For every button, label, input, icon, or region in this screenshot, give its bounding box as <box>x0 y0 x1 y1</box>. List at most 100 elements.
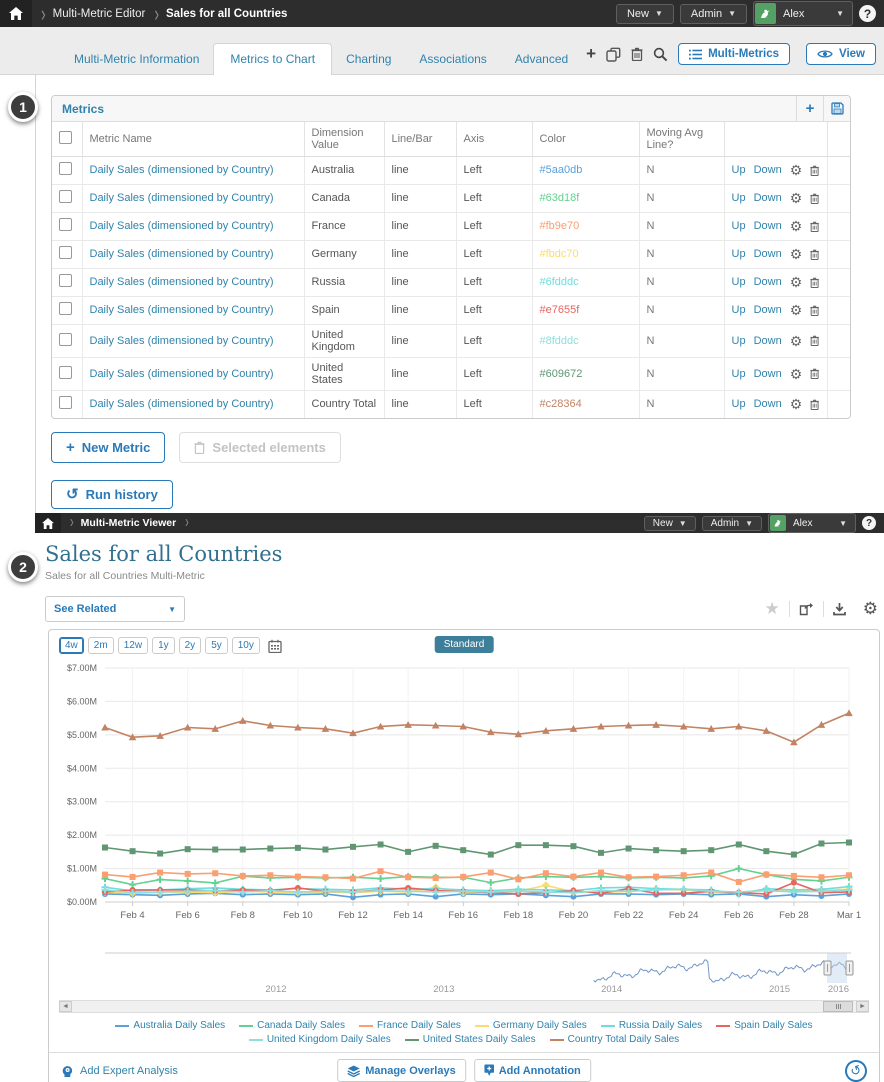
manage-overlays-button[interactable]: Manage Overlays <box>337 1059 466 1082</box>
row-checkbox[interactable] <box>59 333 72 346</box>
range-button-4w[interactable]: 4w <box>59 637 84 654</box>
metric-name-link[interactable]: Daily Sales (dimensioned by Country) <box>90 248 274 260</box>
move-up-link[interactable]: Up <box>732 248 746 260</box>
user-menu-button[interactable]: Alex ▼ <box>768 513 856 533</box>
selected-elements-button[interactable]: Selected elements <box>179 432 340 463</box>
help-icon[interactable]: ? <box>862 516 876 530</box>
move-up-link[interactable]: Up <box>732 304 746 316</box>
row-checkbox[interactable] <box>59 366 72 379</box>
share-icon[interactable] <box>799 602 814 616</box>
run-history-button[interactable]: ↺Run history <box>51 480 173 509</box>
search-icon[interactable] <box>653 47 668 62</box>
move-up-link[interactable]: Up <box>732 335 746 347</box>
trash-icon[interactable] <box>810 398 819 411</box>
gear-icon[interactable]: ⚙ <box>790 303 803 317</box>
new-menu-button[interactable]: New▼ <box>644 516 696 531</box>
legend-item[interactable]: Australia Daily Sales <box>115 1020 225 1031</box>
favorite-star-icon[interactable]: ★ <box>765 599 780 619</box>
metric-name-link[interactable]: Daily Sales (dimensioned by Country) <box>90 304 274 316</box>
home-icon[interactable] <box>35 513 61 533</box>
gear-icon[interactable]: ⚙ <box>790 334 803 348</box>
move-down-link[interactable]: Down <box>754 220 782 232</box>
scrollbar-thumb[interactable] <box>823 1001 853 1012</box>
download-icon[interactable] <box>833 602 846 616</box>
metric-name-link[interactable]: Daily Sales (dimensioned by Country) <box>90 398 274 410</box>
move-down-link[interactable]: Down <box>754 335 782 347</box>
metric-name-link[interactable]: Daily Sales (dimensioned by Country) <box>90 192 274 204</box>
legend-item[interactable]: Spain Daily Sales <box>716 1020 812 1031</box>
gear-icon[interactable]: ⚙ <box>790 275 803 289</box>
metric-name-link[interactable]: Daily Sales (dimensioned by Country) <box>90 220 274 232</box>
gear-icon[interactable]: ⚙ <box>790 191 803 205</box>
gear-icon[interactable]: ⚙ <box>790 367 803 381</box>
range-button-12w[interactable]: 12w <box>118 637 148 654</box>
tab-charting[interactable]: Charting <box>332 45 405 73</box>
move-down-link[interactable]: Down <box>754 368 782 380</box>
save-icon[interactable] <box>823 96 850 121</box>
range-button-2m[interactable]: 2m <box>88 637 114 654</box>
move-down-link[interactable]: Down <box>754 276 782 288</box>
user-menu-button[interactable]: Alex ▼ <box>753 1 853 26</box>
view-button[interactable]: View <box>806 43 876 65</box>
trash-icon[interactable] <box>810 276 819 289</box>
trash-icon[interactable] <box>810 334 819 347</box>
legend-item[interactable]: Russia Daily Sales <box>601 1020 702 1031</box>
legend-item[interactable]: United Kingdom Daily Sales <box>249 1034 391 1045</box>
new-metric-button[interactable]: +New Metric <box>51 432 165 463</box>
move-down-link[interactable]: Down <box>754 248 782 260</box>
chart-navigator[interactable]: 20122013201420152016 <box>49 949 879 995</box>
range-button-10y[interactable]: 10y <box>232 637 260 654</box>
move-up-link[interactable]: Up <box>732 192 746 204</box>
admin-menu-button[interactable]: Admin▼ <box>680 4 747 24</box>
legend-item[interactable]: United States Daily Sales <box>405 1034 536 1045</box>
scrollbar-left-arrow[interactable]: ◄ <box>59 1001 72 1012</box>
range-button-5y[interactable]: 5y <box>205 637 228 654</box>
move-down-link[interactable]: Down <box>754 304 782 316</box>
new-menu-button[interactable]: New▼ <box>616 4 674 24</box>
move-down-link[interactable]: Down <box>754 398 782 410</box>
calendar-icon[interactable] <box>268 639 282 653</box>
main-chart[interactable]: $0.00M$1.00M$2.00M$3.00M$4.00M$5.00M$6.0… <box>49 656 879 944</box>
metric-name-link[interactable]: Daily Sales (dimensioned by Country) <box>90 335 274 347</box>
gear-icon[interactable]: ⚙ <box>790 397 803 411</box>
tab-metrics-to-chart[interactable]: Metrics to Chart <box>213 43 332 75</box>
legend-item[interactable]: Country Total Daily Sales <box>550 1034 680 1045</box>
row-checkbox[interactable] <box>59 190 72 203</box>
legend-item[interactable]: France Daily Sales <box>359 1020 461 1031</box>
help-icon[interactable]: ? <box>859 5 876 22</box>
move-up-link[interactable]: Up <box>732 398 746 410</box>
legend-item[interactable]: Canada Daily Sales <box>239 1020 345 1031</box>
trash-icon[interactable] <box>810 248 819 261</box>
trash-icon[interactable] <box>810 367 819 380</box>
row-checkbox[interactable] <box>59 274 72 287</box>
move-up-link[interactable]: Up <box>732 368 746 380</box>
range-button-1y[interactable]: 1y <box>152 637 175 654</box>
legend-item[interactable]: Germany Daily Sales <box>475 1020 587 1031</box>
trash-icon[interactable] <box>810 192 819 205</box>
add-metric-icon[interactable]: + <box>796 96 823 121</box>
move-down-link[interactable]: Down <box>754 192 782 204</box>
trash-icon[interactable] <box>810 220 819 233</box>
trash-icon[interactable] <box>810 304 819 317</box>
chart-history-icon[interactable]: ↺ <box>842 1056 870 1082</box>
add-icon[interactable]: + <box>586 44 596 64</box>
metric-name-link[interactable]: Daily Sales (dimensioned by Country) <box>90 368 274 380</box>
select-all-checkbox[interactable] <box>59 131 72 144</box>
range-button-2y[interactable]: 2y <box>179 637 202 654</box>
admin-menu-button[interactable]: Admin▼ <box>702 516 762 531</box>
scrollbar-right-arrow[interactable]: ► <box>856 1001 869 1012</box>
row-checkbox[interactable] <box>59 302 72 315</box>
breadcrumb-item-editor[interactable]: Multi-Metric Editor <box>53 8 146 20</box>
trash-icon[interactable] <box>631 47 643 61</box>
row-checkbox[interactable] <box>59 162 72 175</box>
tab-multi-metric-information[interactable]: Multi-Metric Information <box>60 45 213 73</box>
breadcrumb-item-viewer[interactable]: Multi-Metric Viewer <box>81 517 177 529</box>
see-related-dropdown[interactable]: See Related ▼ <box>45 596 185 622</box>
metric-name-link[interactable]: Daily Sales (dimensioned by Country) <box>90 276 274 288</box>
row-checkbox[interactable] <box>59 218 72 231</box>
move-up-link[interactable]: Up <box>732 276 746 288</box>
gear-icon[interactable]: ⚙ <box>790 219 803 233</box>
chart-scrollbar[interactable]: ◄ ► <box>59 1000 869 1013</box>
trash-icon[interactable] <box>810 164 819 177</box>
move-up-link[interactable]: Up <box>732 164 746 176</box>
